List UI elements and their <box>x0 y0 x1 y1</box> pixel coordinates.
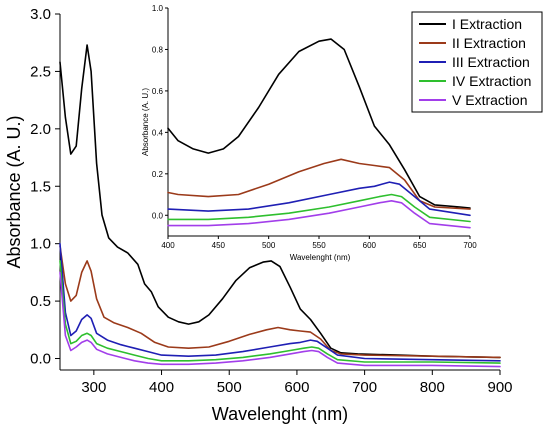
main-series-line-4 <box>59 260 501 364</box>
inset-y-axis-title: Absorbance (A. U.) <box>141 88 150 156</box>
main-y-tick-label: 0.0 <box>30 351 51 368</box>
inset-x-tick-label: 700 <box>463 241 477 250</box>
inset-x-tick-label: 500 <box>262 241 276 250</box>
main-y-tick-label: 0.5 <box>30 293 51 310</box>
main-x-tick-label: 900 <box>487 379 512 396</box>
inset-y-tick-label: 1.0 <box>152 4 164 13</box>
main-series <box>59 44 501 368</box>
main-y-tick-label: 1.5 <box>30 178 51 195</box>
main-y-axis-title: Absorbance (A. U.) <box>4 115 24 268</box>
inset-series-line-3 <box>167 181 471 217</box>
main-y-tick-label: 2.0 <box>30 121 51 138</box>
main-axes <box>59 14 500 371</box>
inset-y-tick-label: 0.8 <box>152 45 164 54</box>
main-series-line-2 <box>59 245 501 359</box>
main-x-tick-label: 500 <box>217 379 242 396</box>
legend-items: I Extraction II Extraction III Extraction I… <box>419 16 531 108</box>
main-x-axis-title: Wavelenght (nm) <box>212 404 348 424</box>
main-y-tick-label: 1.0 <box>30 236 51 253</box>
inset-y-tick-label: 0.6 <box>152 87 164 96</box>
main-x-tick-label: 700 <box>352 379 377 396</box>
legend-label-1: I Extraction <box>452 16 522 32</box>
inset-series-line-4 <box>167 193 471 223</box>
inset-x-tick-label: 400 <box>161 241 175 250</box>
legend-label-4: IV Extraction <box>452 73 531 89</box>
legend-label-5: V Extraction <box>452 92 527 108</box>
inset-series <box>167 38 471 229</box>
inset-y-tick-label: 0.0 <box>152 211 164 220</box>
main-series-line-3 <box>59 242 501 362</box>
main-x-tick-label: 300 <box>81 379 106 396</box>
inset-x-tick-label: 450 <box>212 241 226 250</box>
inset-x-axis-title: Wavelenght (nm) <box>290 253 351 262</box>
main-series-line-5 <box>59 271 501 368</box>
main-ticks: 300 400 500 600 700 800 900 0.0 0.5 1.0 1.5 2.0 2.5 3… <box>30 6 512 396</box>
main-x-tick-label: 800 <box>420 379 445 396</box>
main-x-tick-label: 400 <box>149 379 174 396</box>
inset-x-tick-label: 600 <box>363 241 377 250</box>
inset-x-tick-label: 550 <box>312 241 326 250</box>
legend-label-2: II Extraction <box>452 35 526 51</box>
inset-series-line-1 <box>167 38 471 209</box>
inset-series-line-5 <box>167 200 471 229</box>
main-series-line-1 <box>59 44 501 359</box>
inset-y-tick-label: 0.4 <box>152 128 164 137</box>
inset-series-line-2 <box>167 158 471 210</box>
legend: I Extraction II Extraction III Extraction I… <box>411 11 543 113</box>
inset-y-tick-label: 0.2 <box>152 170 164 179</box>
main-y-tick-label: 3.0 <box>30 6 51 23</box>
legend-label-3: III Extraction <box>452 54 530 70</box>
main-x-tick-label: 600 <box>284 379 309 396</box>
main-y-tick-label: 2.5 <box>30 63 51 80</box>
inset-ticks: 400 450 500 550 600 650 700 0.0 0.2 0.4 0.6 0.8 1.0 <box>152 4 477 250</box>
inset-x-tick-label: 650 <box>413 241 427 250</box>
